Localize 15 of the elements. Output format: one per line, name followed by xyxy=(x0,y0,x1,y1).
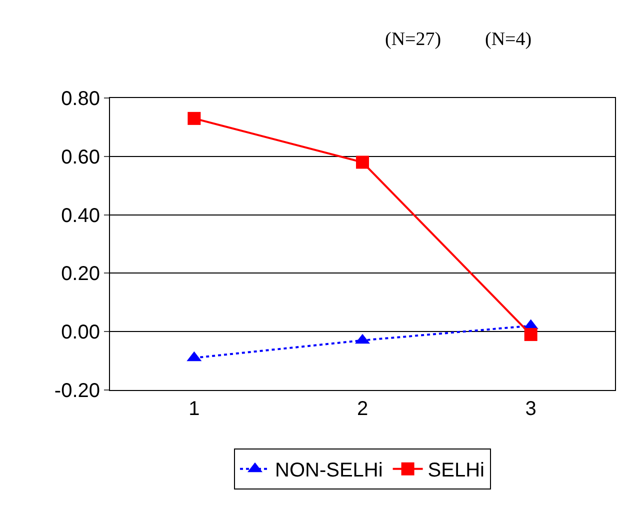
y-tick-label: -0.20 xyxy=(54,380,100,402)
y-tick-label: 0.00 xyxy=(61,322,100,344)
legend-label: NON-SELHi xyxy=(275,460,383,482)
y-tick-label: 0.80 xyxy=(61,88,100,110)
x-tick-label: 3 xyxy=(525,398,536,420)
x-tick-label: 2 xyxy=(356,398,368,420)
text: (N=27) xyxy=(385,29,442,50)
point xyxy=(188,112,201,125)
point xyxy=(356,156,369,169)
text: (N=4) xyxy=(485,29,532,50)
y-tick-label: 0.60 xyxy=(61,146,100,168)
x-tick-label: 1 xyxy=(188,398,200,420)
y-tick-label: 0.40 xyxy=(61,204,100,227)
y-tick-label: 0.20 xyxy=(61,263,100,286)
legend-label: SELHi xyxy=(428,460,484,482)
